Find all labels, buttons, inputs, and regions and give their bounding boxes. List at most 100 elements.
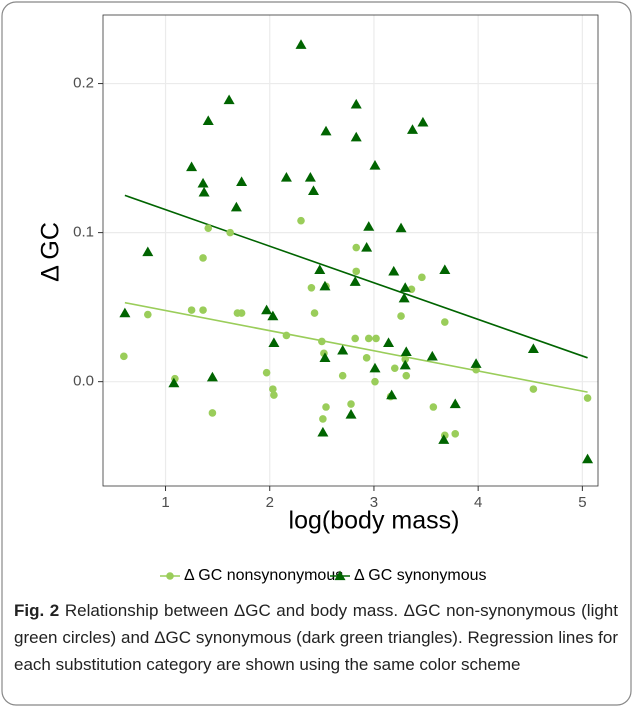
point	[204, 224, 213, 232]
point	[369, 160, 381, 170]
point	[338, 371, 347, 380]
point	[262, 368, 271, 377]
legend-label: Δ GC synonymous	[354, 567, 487, 584]
point	[199, 306, 207, 314]
point	[319, 280, 331, 291]
point	[199, 254, 207, 262]
x-tick-label: 5	[578, 494, 586, 511]
point	[362, 354, 371, 362]
y-axis-title: Δ GC	[37, 222, 65, 282]
x-axis-title: log(body mass)	[289, 507, 460, 535]
point	[208, 409, 217, 417]
point	[388, 265, 400, 276]
point	[371, 377, 379, 386]
point	[372, 334, 380, 343]
point	[438, 434, 450, 444]
point	[144, 310, 152, 319]
point	[361, 242, 373, 252]
y-tick-label: 0.2	[73, 75, 94, 92]
point	[350, 98, 362, 109]
point	[399, 359, 411, 370]
point	[352, 243, 361, 252]
point	[142, 246, 154, 257]
point	[120, 352, 128, 361]
point	[307, 283, 316, 292]
point	[168, 377, 180, 388]
point	[364, 334, 373, 343]
point	[402, 371, 411, 380]
point	[449, 398, 461, 409]
point	[426, 350, 438, 361]
point	[226, 228, 234, 237]
caption-text: Relationship between ΔGC and body mass. …	[14, 601, 618, 674]
regression-line	[124, 194, 588, 359]
point	[349, 276, 361, 286]
point	[347, 400, 355, 408]
point	[237, 309, 246, 317]
caption-label: Fig. 2	[14, 601, 60, 620]
point	[395, 222, 407, 233]
point	[317, 426, 329, 437]
point	[304, 171, 316, 182]
point	[386, 389, 398, 400]
point	[369, 362, 381, 373]
point	[363, 221, 375, 231]
x-tick-label: 4	[474, 494, 482, 511]
point	[439, 264, 451, 275]
point	[319, 415, 327, 423]
point	[470, 358, 482, 368]
point	[223, 94, 235, 105]
point	[401, 355, 410, 364]
x-tick-label: 1	[161, 494, 169, 511]
point	[441, 318, 449, 326]
point	[308, 185, 320, 196]
legend-label: Δ GC nonsynonymous	[184, 567, 343, 584]
point	[297, 216, 305, 225]
point	[320, 125, 332, 136]
point	[197, 177, 209, 188]
point	[198, 186, 210, 197]
point	[187, 306, 196, 314]
point	[267, 310, 279, 321]
point	[318, 337, 326, 346]
point	[202, 115, 214, 125]
point	[417, 116, 429, 127]
point	[345, 408, 357, 419]
point	[314, 264, 326, 275]
point	[529, 385, 538, 393]
point	[390, 364, 399, 373]
point	[527, 343, 539, 353]
point	[407, 124, 419, 134]
y-tick-label: 0.1	[73, 224, 94, 241]
panel-border	[102, 14, 599, 487]
point	[400, 346, 412, 356]
legend-marker	[334, 570, 346, 581]
point	[352, 267, 361, 276]
x-tick-label: 2	[266, 494, 274, 511]
y-tick-label: 0.0	[73, 373, 94, 390]
regression-line	[124, 301, 588, 393]
point	[322, 403, 330, 411]
x-tick-label: 3	[370, 494, 378, 511]
point	[451, 430, 460, 438]
point	[429, 403, 438, 411]
point	[350, 131, 362, 142]
caption: Fig. 2 Relationship between ΔGC and body…	[14, 597, 618, 678]
point	[383, 337, 395, 348]
point	[295, 39, 307, 49]
point	[119, 307, 131, 318]
point	[337, 344, 349, 355]
point	[268, 337, 280, 348]
point	[236, 176, 248, 187]
point	[399, 282, 411, 292]
point	[186, 161, 198, 172]
point	[351, 334, 359, 343]
legend-marker	[166, 572, 174, 580]
point	[230, 201, 242, 212]
point	[269, 385, 277, 393]
point	[206, 371, 218, 382]
point	[398, 292, 410, 303]
